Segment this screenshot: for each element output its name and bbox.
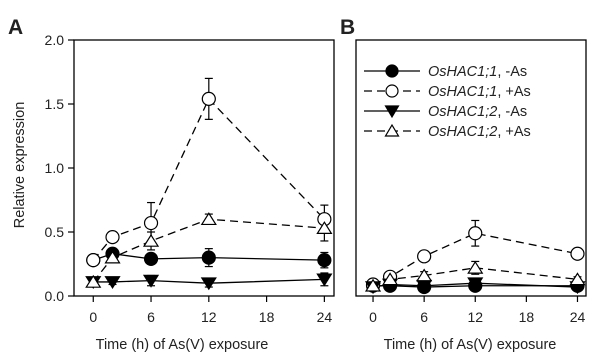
panel-a-label: A xyxy=(8,16,23,39)
legend-item-oshac1-1-plus-as: OsHAC1;1, +As xyxy=(364,84,531,100)
panel-b: B Time (h) of As(V) exposure 0 6 12 18 24 xyxy=(340,16,587,353)
panel-b-x-tick-label: 24 xyxy=(570,309,586,325)
panel-a: A Relative expression Time (h) of As(V) … xyxy=(8,16,335,353)
legend-marker-open-triangle-up xyxy=(384,123,400,137)
svg-text:OsHAC1;2, -As: OsHAC1;2, -As xyxy=(428,104,527,120)
legend-gene: OsHAC1;1 xyxy=(428,64,497,80)
legend-treatment: , -As xyxy=(497,104,527,120)
panel-b-series-2-point xyxy=(570,246,585,261)
panel-a-series-4-point xyxy=(200,212,217,226)
svg-text:OsHAC1;2, +As: OsHAC1;2, +As xyxy=(428,124,531,140)
panel-b-label: B xyxy=(340,16,355,39)
panel-b-series-4-point xyxy=(364,278,382,292)
panel-b-series-2-point xyxy=(417,249,432,264)
legend: OsHAC1;1, -As OsHAC1;1, +As OsHAC1;2, -A… xyxy=(364,64,531,140)
panel-b-series-4-point xyxy=(467,260,484,274)
panel-a-series-3-point xyxy=(200,277,217,291)
panel-a-series-3-point xyxy=(104,276,121,290)
legend-item-oshac1-2-plus-as: OsHAC1;2, +As xyxy=(364,123,531,140)
panel-a-series-1-point xyxy=(317,253,332,268)
svg-text:OsHAC1;1, -As: OsHAC1;1, -As xyxy=(428,64,527,80)
panel-b-series-4-point xyxy=(381,272,399,286)
panel-a-y-tick-label: 2.0 xyxy=(45,32,65,48)
panel-a-series-1-point xyxy=(143,251,159,266)
panel-a-series-4-point xyxy=(104,250,121,264)
panel-a-series-2-point xyxy=(105,230,120,245)
legend-treatment: , +As xyxy=(497,84,530,100)
panel-b-x-tick-label: 0 xyxy=(369,309,377,325)
legend-gene: OsHAC1;2 xyxy=(428,104,497,120)
legend-marker-filled-circle xyxy=(385,64,399,78)
panel-b-x-tick-label: 12 xyxy=(467,309,483,325)
legend-marker-filled-triangle-down xyxy=(384,105,400,119)
panel-b-series-4-point xyxy=(569,272,586,286)
panel-a-x-tick-label: 24 xyxy=(317,309,333,325)
panel-a-y-tick-label: 1.0 xyxy=(45,160,65,176)
panel-a-series-3-point xyxy=(142,274,160,288)
legend-treatment: , -As xyxy=(497,64,527,80)
panel-a-series-2-line xyxy=(92,97,325,261)
legend-item-oshac1-2-minus-as: OsHAC1;2, -As xyxy=(364,104,527,120)
panel-a-x-axis-label: Time (h) of As(V) exposure xyxy=(96,337,269,353)
panel-b-series-2-point xyxy=(468,226,483,241)
legend-marker-open-circle xyxy=(385,84,399,98)
panel-b-series-4-point xyxy=(416,268,433,282)
panel-b-x-tick-label: 6 xyxy=(420,309,428,325)
panel-a-x-tick-label: 0 xyxy=(89,309,97,325)
panel-a-series-2-point xyxy=(86,253,101,268)
panel-a-y-tick-label: 0.0 xyxy=(45,288,65,304)
panel-b-x-tick-label: 18 xyxy=(519,309,535,325)
panel-a-series-2-point xyxy=(201,91,216,106)
panel-a-series-1-point xyxy=(201,250,216,265)
panel-b-x-axis-label: Time (h) of As(V) exposure xyxy=(384,337,557,353)
panel-b-series-3-point xyxy=(467,277,484,291)
legend-gene: OsHAC1;1 xyxy=(428,84,497,100)
panel-a-series-2-point xyxy=(143,215,159,231)
panel-a-series-4-point xyxy=(85,274,102,288)
svg-text:OsHAC1;1, +As: OsHAC1;1, +As xyxy=(428,84,531,100)
panel-a-series-4-point xyxy=(142,233,160,247)
panel-a-x-tick-label: 12 xyxy=(201,309,217,325)
panel-a-y-tick-label: 0.5 xyxy=(45,224,65,240)
panel-a-series-3-point xyxy=(316,273,333,287)
legend-item-oshac1-1-minus-as: OsHAC1;1, -As xyxy=(364,64,527,80)
y-axis-label: Relative expression xyxy=(12,102,28,229)
legend-gene: OsHAC1;2 xyxy=(428,124,497,140)
legend-treatment: , +As xyxy=(497,124,530,140)
panel-a-x-tick-label: 6 xyxy=(147,309,155,325)
panel-b-plot-frame xyxy=(355,39,587,297)
panel-a-x-tick-label: 18 xyxy=(259,309,275,325)
panel-a-y-tick-label: 1.5 xyxy=(45,96,65,112)
panel-a-series-4-point xyxy=(316,221,333,235)
